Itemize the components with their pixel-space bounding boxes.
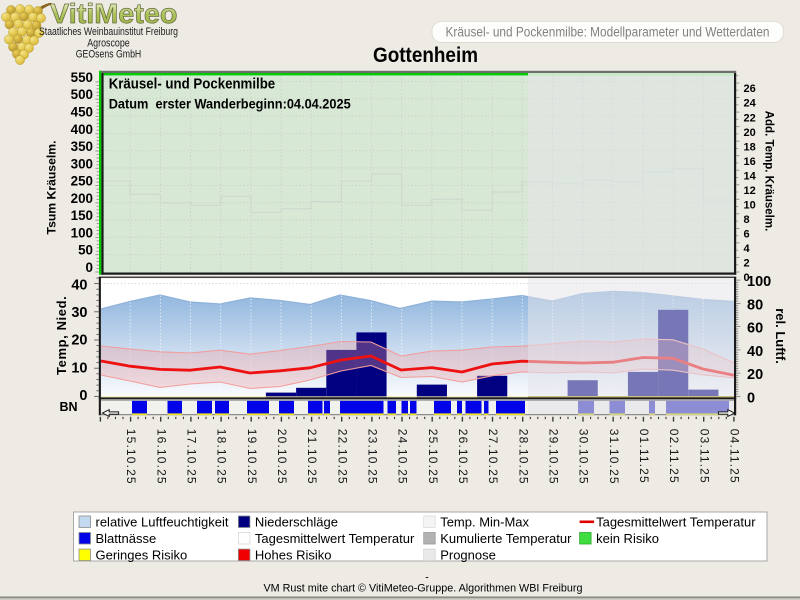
svg-text:16: 16 <box>744 156 756 168</box>
svg-text:200: 200 <box>71 191 93 206</box>
svg-text:40: 40 <box>71 278 87 294</box>
svg-text:24.10.25: 24.10.25 <box>396 429 410 485</box>
svg-text:rel. Luftf.: rel. Luftf. <box>773 308 788 364</box>
svg-text:Temp, Nied.: Temp, Nied. <box>54 296 69 375</box>
svg-text:Prognose: Prognose <box>440 548 496 563</box>
svg-text:0: 0 <box>747 391 755 407</box>
svg-text:8: 8 <box>744 214 750 226</box>
svg-text:6: 6 <box>744 229 750 241</box>
svg-text:20: 20 <box>747 367 763 383</box>
svg-text:19.10.25: 19.10.25 <box>245 429 259 485</box>
svg-text:Kumulierte Temperatur: Kumulierte Temperatur <box>440 531 572 546</box>
svg-text:80: 80 <box>747 298 763 314</box>
svg-text:22.10.25: 22.10.25 <box>335 429 349 485</box>
svg-text:4: 4 <box>744 243 751 255</box>
svg-text:Kräusel- und Pockenmilbe: Mode: Kräusel- und Pockenmilbe: Modellparamete… <box>446 24 770 40</box>
svg-text:550: 550 <box>71 70 93 85</box>
svg-text:30.10.25: 30.10.25 <box>577 429 591 485</box>
svg-text:40: 40 <box>747 344 763 360</box>
svg-text:25.10.25: 25.10.25 <box>426 429 440 485</box>
svg-text:Hohes Risiko: Hohes Risiko <box>255 548 332 563</box>
svg-text:100: 100 <box>71 225 93 240</box>
svg-text:Staatliches Weinbauinstitut Fr: Staatliches Weinbauinstitut Freiburg <box>39 26 178 38</box>
svg-text:04.11.25: 04.11.25 <box>728 429 742 484</box>
svg-text:23.10.25: 23.10.25 <box>366 429 380 485</box>
svg-text:Agroscope: Agroscope <box>87 38 130 50</box>
svg-text:15.10.25: 15.10.25 <box>124 429 138 485</box>
svg-text:28.10.25: 28.10.25 <box>516 429 530 485</box>
svg-text:31.10.25: 31.10.25 <box>607 429 621 485</box>
svg-text:Add. Temp. Kräuselm.: Add. Temp. Kräuselm. <box>762 111 774 232</box>
svg-text:Geringes Risiko: Geringes Risiko <box>96 548 188 563</box>
svg-text:30: 30 <box>71 305 87 321</box>
svg-text:Blattnässe: Blattnässe <box>96 531 157 546</box>
svg-text:-: - <box>425 572 429 584</box>
svg-text:60: 60 <box>747 321 763 337</box>
svg-text:14: 14 <box>744 170 757 182</box>
svg-text:Datum erster Wanderbeginn:04.: Datum erster Wanderbeginn:04.04.2025 <box>109 96 351 112</box>
svg-text:Gottenheim: Gottenheim <box>373 43 478 67</box>
svg-text:300: 300 <box>71 156 93 171</box>
svg-text:16.10.25: 16.10.25 <box>154 429 168 485</box>
svg-text:17.10.25: 17.10.25 <box>185 429 199 485</box>
svg-text:0: 0 <box>86 260 93 275</box>
svg-text:26: 26 <box>744 83 756 95</box>
svg-text:350: 350 <box>71 139 93 154</box>
svg-text:Temp. Min-Max: Temp. Min-Max <box>440 514 529 529</box>
svg-text:50: 50 <box>78 243 93 258</box>
svg-text:450: 450 <box>71 105 93 120</box>
svg-text:22: 22 <box>744 112 756 124</box>
svg-text:Niederschläge: Niederschläge <box>255 514 338 529</box>
svg-text:20: 20 <box>71 333 87 349</box>
svg-text:150: 150 <box>71 208 93 223</box>
svg-text:26.10.25: 26.10.25 <box>456 429 470 485</box>
svg-text:21.10.25: 21.10.25 <box>305 429 319 485</box>
svg-text:BN: BN <box>60 400 78 414</box>
svg-text:relative Luftfeuchtigkeit: relative Luftfeuchtigkeit <box>96 514 229 529</box>
svg-text:24: 24 <box>744 98 757 110</box>
svg-text:500: 500 <box>71 87 93 102</box>
svg-text:02.11.25: 02.11.25 <box>667 429 681 484</box>
svg-text:Tagesmittelwert Temperatur: Tagesmittelwert Temperatur <box>255 531 415 546</box>
svg-text:0: 0 <box>744 272 750 284</box>
svg-text:kein Risiko: kein Risiko <box>596 531 659 546</box>
svg-text:18: 18 <box>744 141 756 153</box>
svg-text:01.11.25: 01.11.25 <box>637 429 651 484</box>
svg-text:10: 10 <box>71 360 87 376</box>
svg-text:27.10.25: 27.10.25 <box>486 429 500 485</box>
svg-text:10: 10 <box>744 200 756 212</box>
svg-text:Tsum Kräuselm.: Tsum Kräuselm. <box>45 141 59 235</box>
svg-text:VM Rust mite chart © VitiMeteo: VM Rust mite chart © VitiMeteo-Gruppe. A… <box>264 583 583 595</box>
svg-text:Kräusel- und Pockenmilbe: Kräusel- und Pockenmilbe <box>109 76 276 92</box>
svg-text:250: 250 <box>71 174 93 189</box>
svg-text:VitiMeteo: VitiMeteo <box>50 0 178 29</box>
svg-text:400: 400 <box>71 122 93 137</box>
svg-text:GEOsens GmbH: GEOsens GmbH <box>76 48 142 60</box>
svg-text:18.10.25: 18.10.25 <box>215 429 229 485</box>
svg-text:03.11.25: 03.11.25 <box>697 429 711 484</box>
svg-text:Tagesmittelwert Temperatur: Tagesmittelwert Temperatur <box>596 514 756 529</box>
svg-text:0: 0 <box>79 388 87 404</box>
svg-text:2: 2 <box>744 258 750 270</box>
svg-text:20: 20 <box>744 127 756 139</box>
svg-text:12: 12 <box>744 185 756 197</box>
svg-text:20.10.25: 20.10.25 <box>275 429 289 485</box>
svg-text:29.10.25: 29.10.25 <box>547 429 561 485</box>
svg-text:100: 100 <box>747 274 771 290</box>
